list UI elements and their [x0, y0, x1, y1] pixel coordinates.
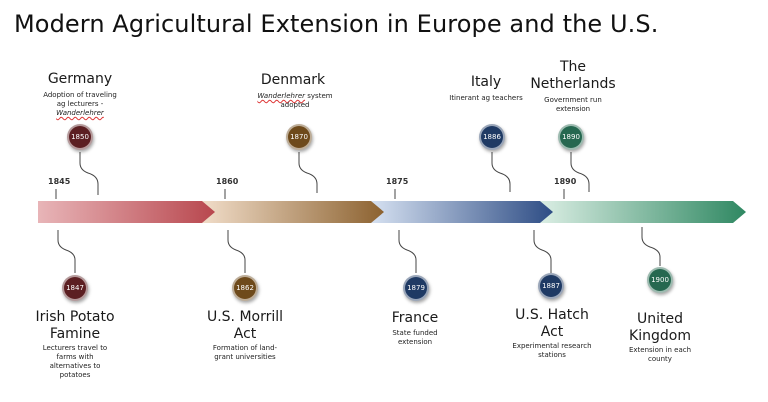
page-title: Modern Agricultural Extension in Europe … [14, 10, 659, 38]
timeline-segment-4 [540, 201, 746, 223]
event-netherlands-year-badge: 1890 [558, 124, 584, 150]
event-germany-name: Germany [47, 71, 113, 87]
event-france-name: France [391, 310, 439, 326]
event-morrill-name: U.S. Morrill Act [206, 309, 284, 342]
event-denmark-name: Denmark [260, 72, 326, 88]
event-hatch-year-badge: 1887 [538, 273, 564, 299]
event-netherlands-name: The Netherlands [530, 59, 616, 92]
connector-denmark [298, 152, 318, 193]
timeline-segment-3 [371, 201, 553, 223]
connector-hatch [533, 230, 552, 273]
event-hatch-name: U.S. Hatch Act [515, 307, 589, 340]
event-hatch-desc: Experimental research stations [512, 342, 592, 359]
event-italy-year-badge: 1886 [479, 124, 505, 150]
axis-year-1860: 1860 [216, 177, 239, 186]
event-italy-name: Italy [470, 74, 502, 90]
axis-year-1845: 1845 [48, 177, 71, 186]
event-france-desc: State funded extension [392, 329, 438, 346]
event-uk-name: United Kingdom [629, 311, 691, 344]
connector-morrill [227, 230, 246, 273]
timeline-segment-1 [38, 201, 215, 223]
event-germany-year-badge: 1850 [67, 124, 93, 150]
connector-irish [57, 230, 76, 273]
event-france-year-badge: 1879 [403, 275, 429, 301]
event-denmark-year-badge: 1870 [286, 124, 312, 150]
event-irish-name: Irish Potato Famine [35, 309, 115, 342]
event-irish-desc: Lecturers travel to farms with alternati… [42, 344, 108, 379]
event-denmark-desc: Wanderlehrer system adopted [257, 92, 333, 109]
axis-year-1890: 1890 [554, 177, 577, 186]
connector-uk [641, 227, 661, 266]
event-uk-year-badge: 1900 [647, 267, 673, 293]
connector-france [398, 230, 417, 273]
event-irish-year-badge: 1847 [62, 275, 88, 301]
event-italy-desc: Itinerant ag teachers [449, 94, 523, 102]
event-germany-desc: Adoption of traveling ag lecturers - Wan… [43, 91, 117, 117]
connector-germany [79, 152, 99, 195]
timeline-segment-2 [202, 201, 384, 223]
event-uk-desc: Extension in each county [628, 346, 692, 363]
event-netherlands-desc: Government run extension [544, 96, 602, 113]
connector-netherlands [570, 152, 590, 192]
event-morrill-year-badge: 1862 [232, 275, 258, 301]
axis-year-1875: 1875 [386, 177, 409, 186]
event-morrill-desc: Formation of land- grant universities [212, 344, 278, 361]
connector-italy [491, 152, 511, 192]
